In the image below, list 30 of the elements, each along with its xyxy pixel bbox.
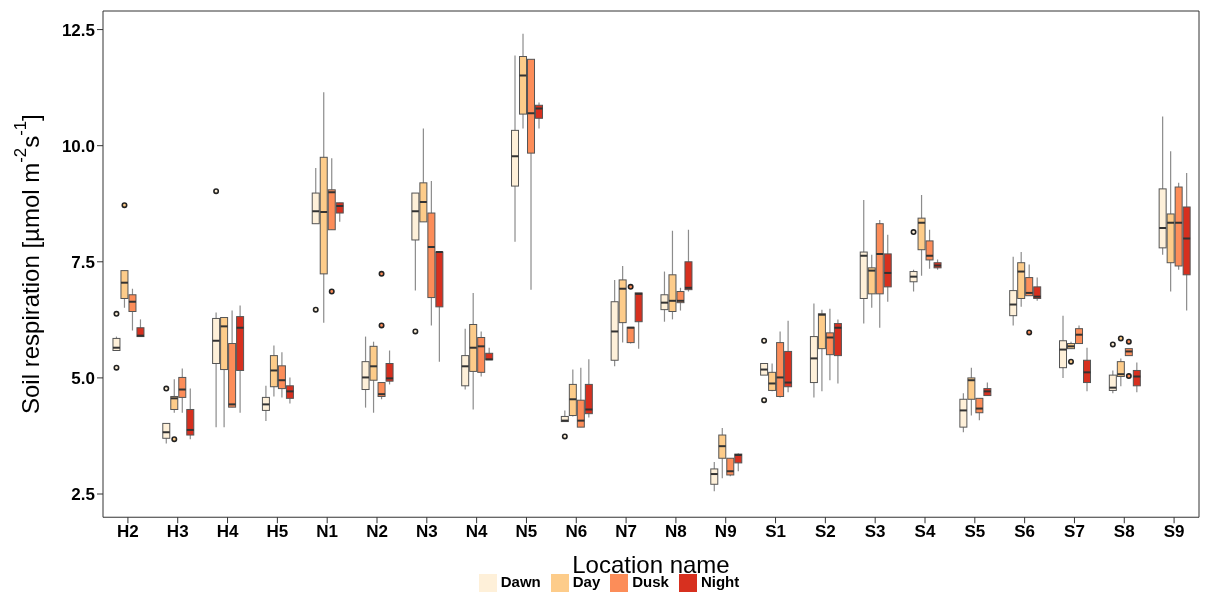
x-tick-label: S9 (1163, 522, 1185, 542)
x-tick-label: N8 (665, 522, 687, 542)
x-tick-label: N1 (316, 522, 339, 542)
y-tick-label: 2.5 (71, 485, 95, 505)
x-tick-label: N9 (714, 522, 737, 542)
x-tick-label: S8 (1113, 522, 1135, 542)
x-tick-label: N7 (615, 522, 637, 542)
x-tick-label: N5 (515, 522, 538, 542)
x-tick-label: S7 (1064, 522, 1085, 542)
x-tick-label: S4 (914, 522, 936, 542)
y-tick-label: 10.0 (61, 136, 95, 156)
x-tick-label: H2 (117, 522, 139, 542)
x-tick-label: N4 (465, 522, 489, 542)
x-tick-label: S2 (814, 522, 836, 542)
x-tick-label: N3 (415, 522, 438, 542)
x-tick-label: S5 (964, 522, 986, 542)
x-tick-label: S6 (1014, 522, 1036, 542)
legend-label: Day (572, 573, 601, 591)
x-tick-label: H3 (166, 522, 189, 542)
x-tick-label: S1 (765, 522, 786, 542)
x-tick-label: H5 (266, 522, 289, 542)
y-tick-label: 7.5 (71, 252, 95, 272)
x-tick-label: N2 (366, 522, 388, 542)
y-tick-label: 5.0 (71, 368, 95, 388)
legend-label: Dawn (500, 573, 541, 591)
x-tick-label: N6 (565, 522, 588, 542)
x-tick-label: S3 (864, 522, 886, 542)
y-tick-label: 12.5 (61, 20, 95, 40)
x-tick-label: H4 (216, 522, 239, 542)
legend-label: Night (700, 573, 740, 591)
